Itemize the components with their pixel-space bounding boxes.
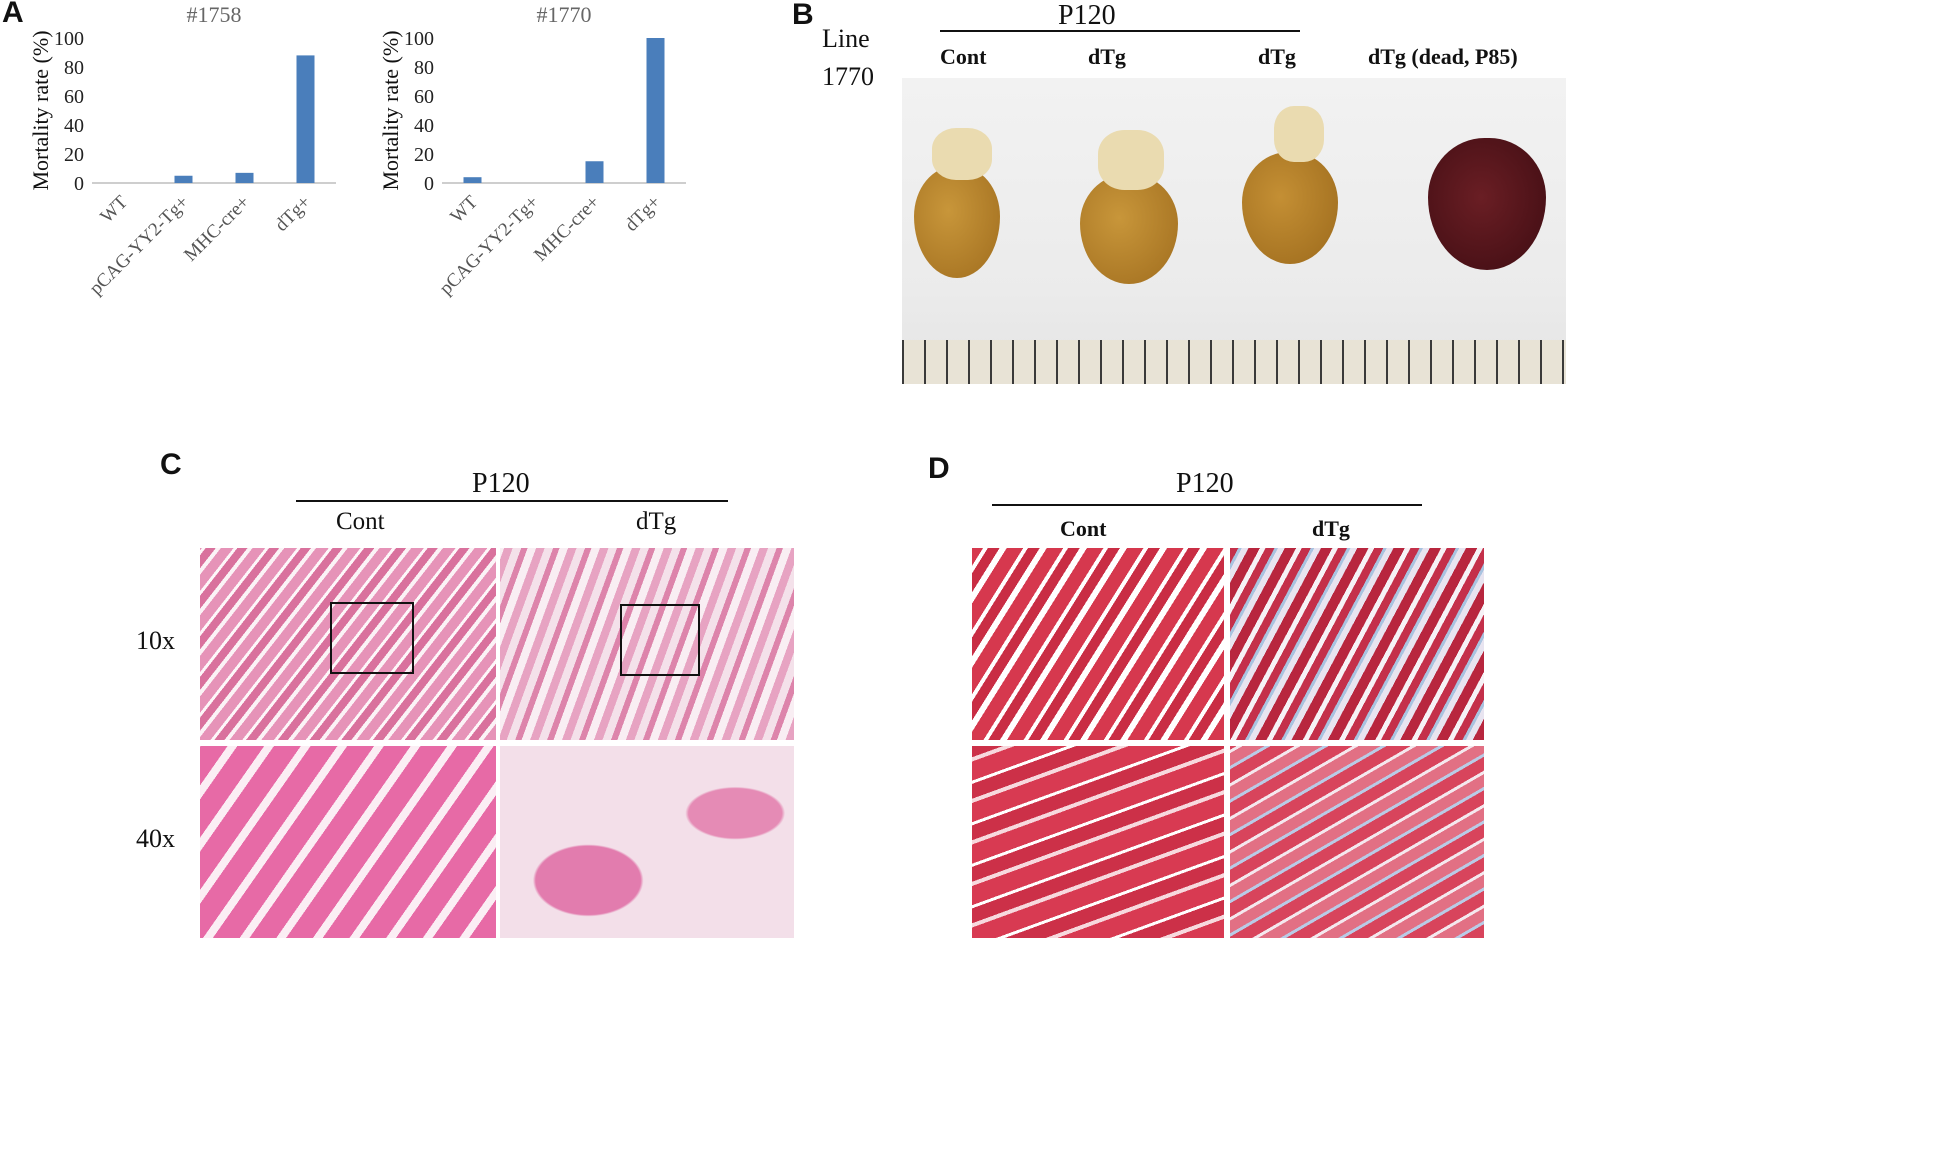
y-tick-label: 60	[64, 86, 84, 108]
bar	[585, 161, 604, 183]
panel-d-col-cont: Cont	[1060, 516, 1107, 541]
panel-b-header: P120	[1058, 0, 1116, 31]
y-tick-label: 40	[64, 115, 84, 137]
he-dtg-10x	[500, 548, 794, 740]
bar	[646, 38, 665, 183]
panel-letter-d: D	[928, 452, 950, 485]
bar	[174, 175, 193, 183]
bar	[296, 55, 315, 183]
heart-dtg-dead	[1428, 138, 1546, 270]
panel-b-col-cont: Cont	[940, 44, 987, 69]
panel-c-col-cont: Cont	[336, 508, 385, 535]
y-tick-label: 40	[414, 115, 434, 137]
mt-cont-top	[972, 548, 1224, 740]
y-tick-label: 20	[64, 144, 84, 166]
y-tick-label: 60	[414, 86, 434, 108]
panel-d-header: P120	[1176, 468, 1234, 499]
panel-d-header-line	[992, 504, 1422, 506]
mt-dtg-bottom	[1230, 746, 1484, 938]
y-tick-label: 100	[54, 28, 84, 50]
y-tick-label: 0	[424, 173, 434, 195]
chart-title: #1770	[537, 2, 592, 27]
panel-letter-c: C	[160, 448, 182, 481]
line-label: Line	[822, 24, 870, 53]
he-cont-10x	[200, 548, 496, 740]
zoom-box-dtg	[620, 604, 700, 676]
y-tick-label: 20	[414, 144, 434, 166]
panel-letter-a: A	[2, 0, 24, 29]
he-cont-40x	[200, 746, 496, 938]
bar	[235, 172, 254, 183]
heart-dtg-2	[1242, 152, 1338, 264]
x-tick-label: MHC-cre+	[180, 192, 254, 266]
y-axis-label: Mortality rate (%)	[28, 30, 53, 190]
mt-cont-bottom	[972, 746, 1224, 938]
heart-dtg-2-atria	[1274, 106, 1324, 162]
y-tick-label: 80	[64, 57, 84, 79]
y-tick-label: 80	[414, 57, 434, 79]
panel-c-col-dtg: dTg	[636, 508, 677, 535]
x-tick-label: WT	[446, 191, 482, 227]
heart-cont	[914, 166, 1000, 278]
x-tick-label: WT	[96, 191, 132, 227]
heart-dtg-1-atria	[1098, 130, 1164, 190]
hearts-photo	[902, 78, 1566, 384]
panel-c-row-40x: 40x	[136, 824, 175, 853]
zoom-box-cont	[330, 602, 414, 674]
heart-cont-atria	[932, 128, 992, 180]
panel-c-header-line	[296, 500, 728, 502]
panel-b-col-dtg-2: dTg	[1258, 44, 1296, 69]
panel-c-row-10x: 10x	[136, 626, 175, 655]
he-dtg-40x	[500, 746, 794, 938]
mt-dtg-top	[1230, 548, 1484, 740]
y-axis-label: Mortality rate (%)	[378, 30, 403, 190]
panel-b-header-line	[940, 30, 1300, 32]
panel-b-col-dtg-1: dTg	[1088, 44, 1126, 69]
panel-c-header: P120	[472, 468, 530, 499]
panel-b-col-dtg-dead: dTg (dead, P85)	[1368, 44, 1518, 69]
heart-dtg-1	[1080, 174, 1178, 284]
y-tick-label: 0	[74, 173, 84, 195]
x-tick-label: dTg+	[621, 192, 665, 236]
panel-d-col-dtg: dTg	[1312, 516, 1350, 541]
ruler	[902, 340, 1566, 384]
x-tick-label: MHC-cre+	[530, 192, 604, 266]
panel-letter-b: B	[792, 0, 814, 31]
y-tick-label: 100	[404, 28, 434, 50]
chart-title: #1758	[187, 2, 242, 27]
x-tick-label: dTg+	[271, 192, 315, 236]
bar	[463, 177, 482, 183]
line-number: 1770	[822, 62, 874, 91]
